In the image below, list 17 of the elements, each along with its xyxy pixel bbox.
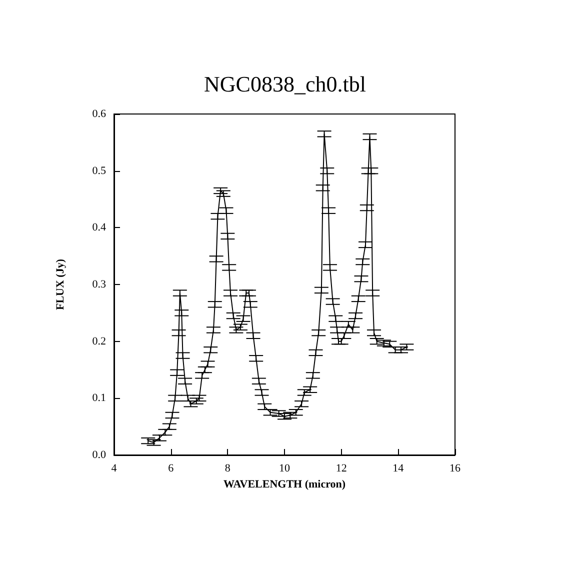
x-tick-label: 8 <box>224 462 231 474</box>
y-tick-label: 0.5 <box>92 164 106 177</box>
y-tick-label: 0.2 <box>92 335 106 348</box>
x-tick-label: 6 <box>168 462 174 474</box>
x-tick-label: 16 <box>450 462 461 474</box>
y-tick-label: 0.3 <box>92 278 106 290</box>
x-tick-label: 10 <box>279 462 290 474</box>
chart-title: NGC0838_ch0.tbl <box>204 72 366 96</box>
x-tick-label: 12 <box>336 462 347 474</box>
y-tick-label: 0.4 <box>92 222 106 234</box>
x-tick-label: 14 <box>392 462 404 474</box>
x-axis-title: WAVELENGTH (micron) <box>223 478 346 490</box>
y-tick-label: 0.0 <box>92 449 106 461</box>
y-tick-label: 0.1 <box>92 392 106 404</box>
y-axis-title: FLUX (Jy) <box>54 258 66 310</box>
y-tick-label: 0.6 <box>92 108 106 120</box>
x-tick-label: 4 <box>111 462 118 474</box>
